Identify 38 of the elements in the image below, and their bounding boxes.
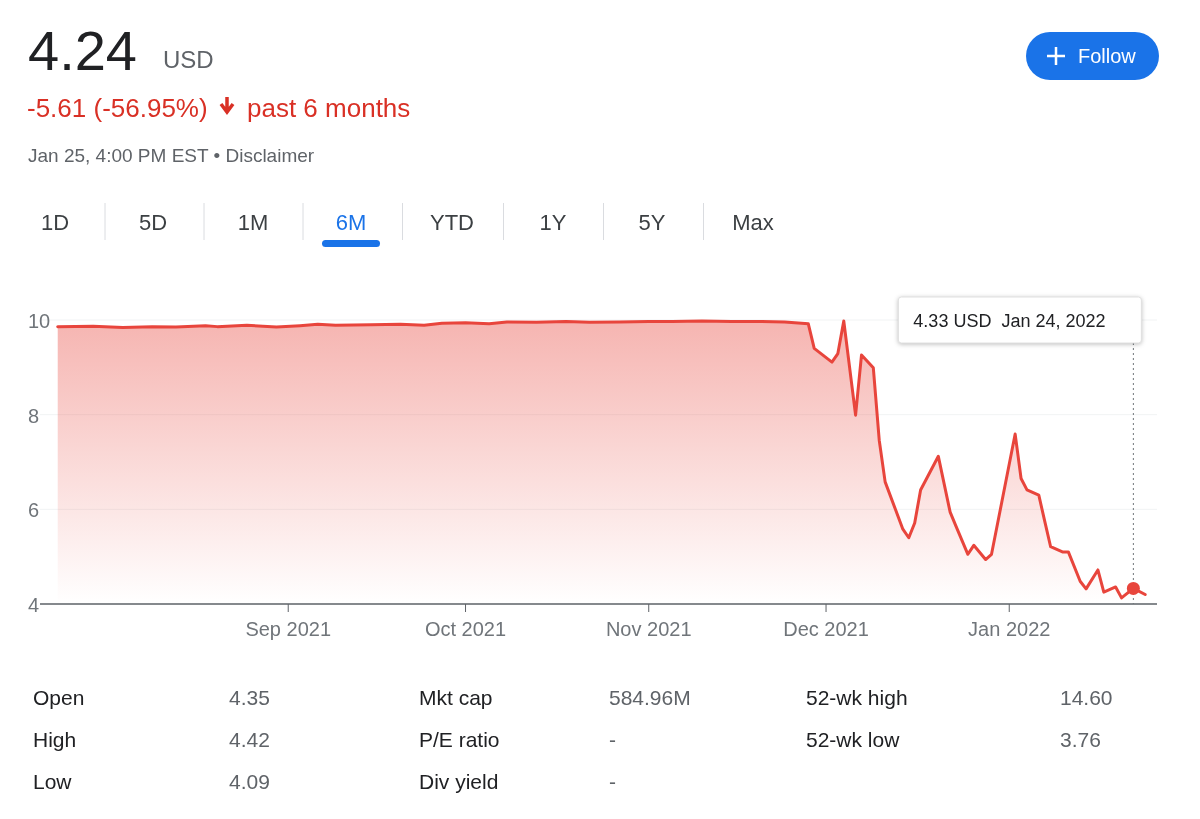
- text: High: [33, 728, 77, 751]
- x-tick-label: Dec 2021: [783, 618, 869, 640]
- text: 1D: [40, 210, 70, 235]
- text: 14.60: [1060, 686, 1113, 709]
- y-tick-label: 10: [28, 310, 51, 332]
- text: YTD: [430, 210, 474, 235]
- x-tick-label: Nov 2021: [605, 618, 692, 640]
- text: P/E ratio: [419, 728, 500, 751]
- chart-title: 4.24 USD: [28, 19, 214, 82]
- text: Open: [33, 686, 85, 709]
- y-tick-label: 4: [28, 594, 40, 616]
- text: 1M: [237, 210, 269, 235]
- x-tick-label: Jan 2022: [968, 618, 1051, 640]
- x-tick-label: Sep 2021: [245, 618, 332, 640]
- text: 3.76: [1060, 728, 1101, 751]
- text: -5.61 (-56.95%) past 6 months: [27, 93, 411, 123]
- text: -: [609, 770, 616, 793]
- text: 4.35: [229, 686, 270, 709]
- text: -: [609, 728, 616, 751]
- text: Follow: [1078, 45, 1137, 67]
- text: 5D: [138, 210, 168, 235]
- text: Low: [33, 770, 73, 793]
- x-tick-label: Oct 2021: [424, 618, 507, 640]
- text: 4.09: [229, 770, 270, 793]
- text: 5Y: [638, 210, 666, 235]
- text: Max: [732, 210, 774, 235]
- text: 52-wk high: [806, 686, 908, 709]
- text: 1Y: [539, 210, 567, 235]
- text: 52-wk low: [806, 728, 901, 751]
- text: 6M: [335, 210, 367, 235]
- text: 4.42: [229, 728, 270, 751]
- y-tick-label: 8: [28, 404, 40, 427]
- annotation: 4.33 USD Jan 24, 2022: [913, 311, 1106, 331]
- text: 584.96M: [609, 686, 691, 709]
- text: Mkt cap: [419, 686, 493, 709]
- text: Div yield: [419, 770, 499, 793]
- y-tick-label: 6: [28, 499, 40, 522]
- text: Jan 25, 4:00 PM EST • Disclaimer: [28, 145, 315, 166]
